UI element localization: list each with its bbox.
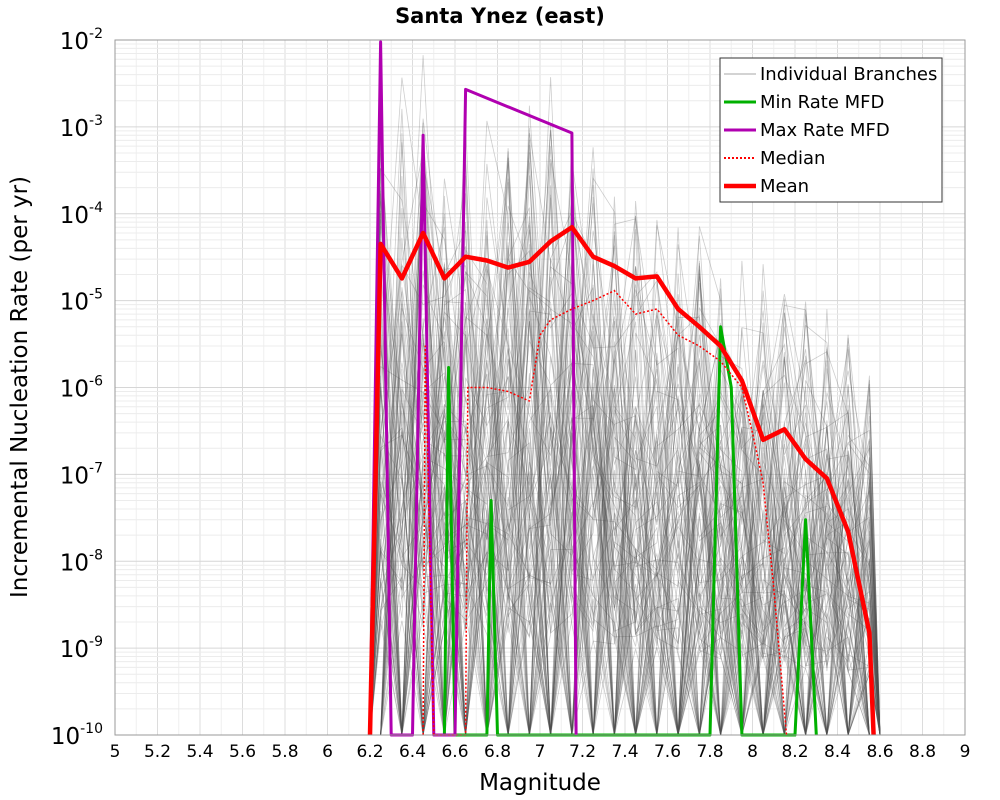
branch-line: [369, 184, 881, 736]
y-tick-label: 10-7: [60, 460, 103, 489]
y-tick-label: 10-5: [60, 287, 103, 316]
branch-line: [369, 230, 881, 736]
branch-line: [369, 129, 880, 736]
x-tick-label: 7.6: [654, 742, 681, 762]
legend-label: Mean: [760, 176, 809, 197]
x-tick-label: 5.4: [186, 742, 213, 762]
branch-line: [370, 334, 881, 736]
y-tick-label: 10-6: [60, 374, 103, 403]
legend-label: Median: [760, 148, 825, 169]
x-tick-label: 7: [535, 742, 546, 762]
branch-line: [370, 221, 881, 736]
legend-label: Min Rate MFD: [760, 92, 884, 113]
x-tick-label: 9: [960, 742, 971, 762]
x-tick-label: 7.4: [611, 742, 638, 762]
plot-frame: [114, 39, 966, 736]
branch-line: [370, 194, 881, 736]
y-axis-label: Incremental Nucleation Rate (per yr): [7, 176, 33, 598]
branch-line: [370, 219, 880, 736]
branch-line: [369, 245, 881, 736]
x-tick-label: 5.6: [229, 742, 256, 762]
branch-line: [370, 294, 881, 736]
series-max-rate-mfd-line: [368, 40, 578, 737]
branch-line: [369, 209, 880, 736]
branch-line: [369, 159, 881, 736]
branch-line: [370, 350, 881, 737]
y-tick-label: 10-9: [60, 634, 103, 663]
branch-line: [369, 146, 881, 736]
x-tick-label: 6.2: [356, 742, 383, 762]
y-tick-label: 10-3: [60, 113, 103, 142]
branch-line: [369, 226, 880, 736]
branch-line: [369, 187, 880, 736]
branch-line: [369, 143, 881, 736]
x-tick-label: 6.6: [441, 742, 468, 762]
branch-line: [370, 222, 881, 736]
x-tick-label: 8.6: [866, 742, 893, 762]
x-tick-label: 5.2: [144, 742, 171, 762]
branch-line: [369, 139, 881, 736]
series-mean-line: [367, 224, 876, 736]
legend: Individual Branches Min Rate MFD Max Rate …: [719, 57, 943, 203]
branch-line: [369, 140, 880, 736]
x-tick-label: 7.2: [569, 742, 596, 762]
branch-line: [369, 276, 881, 736]
x-tick-label: 5: [110, 742, 121, 762]
grid: [114, 40, 966, 736]
branch-line: [369, 120, 881, 736]
branch-line: [369, 133, 880, 736]
branch-line: [369, 181, 881, 736]
y-tick-label: 10-8: [60, 547, 103, 576]
branch-line: [369, 108, 881, 736]
branch-line: [370, 222, 881, 736]
x-tick-label: 8: [747, 742, 758, 762]
legend-label: Individual Branches: [760, 64, 937, 85]
branch-line: [370, 193, 880, 736]
y-axis-ticks: 10-10 10-9 10-8 10-7 10-6 10-5 10-4 10-3 10-2: [51, 26, 103, 750]
legend-box: [719, 57, 943, 203]
branch-line: [370, 105, 881, 736]
x-tick-label: 6.4: [399, 742, 426, 762]
branch-line: [369, 177, 881, 736]
x-tick-label: 5.8: [271, 742, 298, 762]
legend-label: Max Rate MFD: [760, 120, 890, 141]
y-tick-label: 10-10: [51, 721, 103, 750]
chart-title: Santa Ynez (east): [395, 4, 605, 28]
x-tick-label: 6: [322, 742, 333, 762]
x-axis-ticks: 5 5.2 5.4 5.6 5.8 6 6.2 6.4 6.6 6.8 7 7.2 7.4 7.6 7.8 8…: [110, 742, 971, 762]
series-median-line: [422, 289, 788, 736]
x-tick-label: 6.8: [484, 742, 511, 762]
branch-line: [369, 144, 881, 736]
branch-line: [370, 289, 881, 736]
x-tick-label: 8.4: [824, 742, 851, 762]
y-tick-label: 10-4: [60, 200, 103, 229]
x-tick-label: 8.8: [909, 742, 936, 762]
x-tick-label: 8.2: [781, 742, 808, 762]
x-axis-label: Magnitude: [479, 770, 601, 796]
x-tick-label: 7.8: [696, 742, 723, 762]
branch-line: [369, 175, 880, 736]
y-tick-label: 10-2: [60, 26, 103, 55]
